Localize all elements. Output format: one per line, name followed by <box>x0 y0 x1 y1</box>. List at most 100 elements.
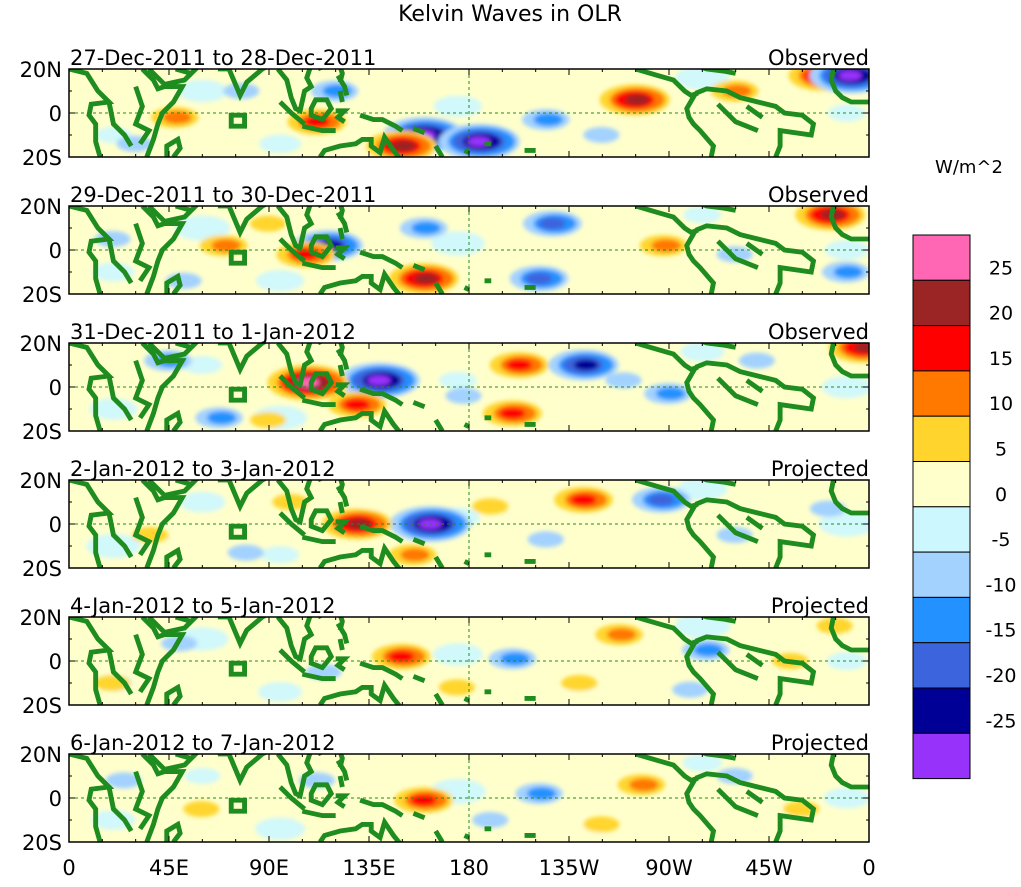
x-tick-label: 135E <box>342 856 395 880</box>
panel-status: Projected <box>771 457 869 481</box>
colorbar-swatch <box>912 596 971 644</box>
anomaly-blob <box>509 265 569 292</box>
anomaly-blob <box>561 675 598 691</box>
anomaly-blob <box>249 215 287 232</box>
colorbar-swatch <box>912 687 971 734</box>
anomaly-blob <box>105 772 142 789</box>
anomaly-blob <box>438 679 475 696</box>
y-tick-label: 20N <box>20 58 62 82</box>
anomaly-blob <box>489 352 549 378</box>
y-tick-label: 20S <box>22 283 62 307</box>
x-tick-label: 45E <box>149 856 189 880</box>
panel-2: 20N 0 20S 29-Dec-2011 to 30-Dec-2011 Observe… <box>20 183 870 307</box>
x-tick-label: 0 <box>862 856 875 880</box>
colorbar-level-label: 5 <box>995 439 1007 461</box>
anomaly-blob <box>399 217 448 239</box>
anomaly-blob <box>554 486 613 513</box>
anomaly-blob <box>338 362 420 399</box>
y-tick-label: 20S <box>22 146 62 170</box>
x-tick-label: 180 <box>449 856 489 880</box>
colorbar-level-label: -10 <box>985 574 1016 596</box>
y-tick-label: 0 <box>49 239 62 263</box>
anomaly-blob <box>816 617 853 634</box>
colorbar-swatch <box>912 370 971 417</box>
colorbar-level-label: -5 <box>992 529 1011 551</box>
panel-6: 20N 0 20S 6-Jan-2012 to 7-Jan-2012 Projected <box>20 731 870 855</box>
anomaly-blob <box>583 127 620 143</box>
colorbar-swatch <box>912 325 971 372</box>
anomaly-blob <box>639 235 688 257</box>
y-tick-label: 0 <box>49 513 62 537</box>
anomaly-blob <box>605 372 642 389</box>
anomaly-blob <box>394 787 453 814</box>
panel-status: Observed <box>768 183 869 207</box>
x-tick-label: 45W <box>745 856 793 880</box>
panel-status: Observed <box>768 46 869 70</box>
y-tick-label: 0 <box>49 650 62 674</box>
colorbar-swatch <box>912 551 971 598</box>
y-tick-label: 20N <box>20 743 62 767</box>
anomaly-blob <box>716 768 753 784</box>
colorbar-units: W/m^2 <box>935 157 1003 178</box>
colorbar-level-label: 0 <box>995 484 1007 506</box>
colorbar-swatch <box>912 732 971 780</box>
anomaly-blob <box>523 210 582 237</box>
anomaly-blob <box>515 783 563 805</box>
anomaly-blob <box>227 544 264 561</box>
anomaly-blob <box>388 263 459 294</box>
anomaly-blob <box>548 349 619 381</box>
panel-period: 4-Jan-2012 to 5-Jan-2012 <box>70 594 335 618</box>
colorbar-level-label: -25 <box>985 710 1016 732</box>
anomaly-blob <box>249 412 287 428</box>
anomaly-blob <box>472 812 509 828</box>
panel-status: Observed <box>768 320 869 344</box>
anomaly-blob <box>445 387 482 404</box>
y-tick-label: 20S <box>22 831 62 855</box>
anomaly-blob <box>483 400 542 427</box>
x-tick-label: 0 <box>62 856 75 880</box>
anomaly-blob <box>828 343 869 363</box>
anomaly-blob <box>738 352 775 369</box>
figure-title: Kelvin Waves in OLR <box>398 2 622 27</box>
panel-3: 20N 0 20S 31-Dec-2011 to 1-Jan-2012 Observed <box>20 320 870 444</box>
y-tick-label: 20N <box>20 332 62 356</box>
colorbar-level-label: 15 <box>989 348 1013 370</box>
colorbar-swatch <box>912 234 971 281</box>
colorbar-level-label: 20 <box>989 303 1013 325</box>
anomaly-blob <box>521 109 570 131</box>
colorbar-level-label: 25 <box>989 257 1013 279</box>
x-tick-label: 90W <box>645 856 693 880</box>
y-tick-label: 20N <box>20 195 62 219</box>
colorbar: W/m^2 25 20 15 10 5 0 -5 -10 -15 -20 -25 <box>912 157 1017 780</box>
y-tick-label: 20N <box>20 606 62 630</box>
panel-1: 20N 0 20S 27-Dec-2011 to 28-Dec-2011 Observe… <box>20 46 870 170</box>
x-tick-label: 90E <box>249 856 289 880</box>
y-tick-label: 0 <box>49 102 62 126</box>
panel-status: Projected <box>771 731 869 755</box>
anomaly-blob <box>472 498 509 515</box>
panel-period: 29-Dec-2011 to 30-Dec-2011 <box>70 183 376 207</box>
anomaly-blob <box>710 80 759 102</box>
anomaly-blob <box>617 774 666 796</box>
anomaly-blob <box>438 123 520 157</box>
colorbar-swatch <box>912 415 971 463</box>
anomaly-blob <box>183 801 220 817</box>
y-tick-label: 20S <box>22 694 62 718</box>
y-tick-label: 0 <box>49 787 62 811</box>
panel-4: 20N 0 20S 2-Jan-2012 to 3-Jan-2012 Projected <box>20 457 870 581</box>
colorbar-level-label: -15 <box>985 620 1016 642</box>
colorbar-level-label: 10 <box>989 393 1013 415</box>
panel-period: 27-Dec-2011 to 28-Dec-2011 <box>70 46 376 70</box>
panel-period: 6-Jan-2012 to 7-Jan-2012 <box>70 731 335 755</box>
colorbar-swatch <box>912 279 971 327</box>
colorbar-swatch <box>912 642 971 689</box>
colorbar-swatch <box>912 461 971 508</box>
y-tick-label: 20S <box>22 420 62 444</box>
anomaly-blob <box>583 816 620 833</box>
panel-status: Projected <box>771 594 869 618</box>
anomaly-blob <box>595 624 643 646</box>
colorbar-swatch <box>912 506 971 553</box>
y-tick-label: 0 <box>49 376 62 400</box>
x-tick-label: 135W <box>539 856 600 880</box>
colorbar-level-label: -20 <box>985 665 1016 687</box>
